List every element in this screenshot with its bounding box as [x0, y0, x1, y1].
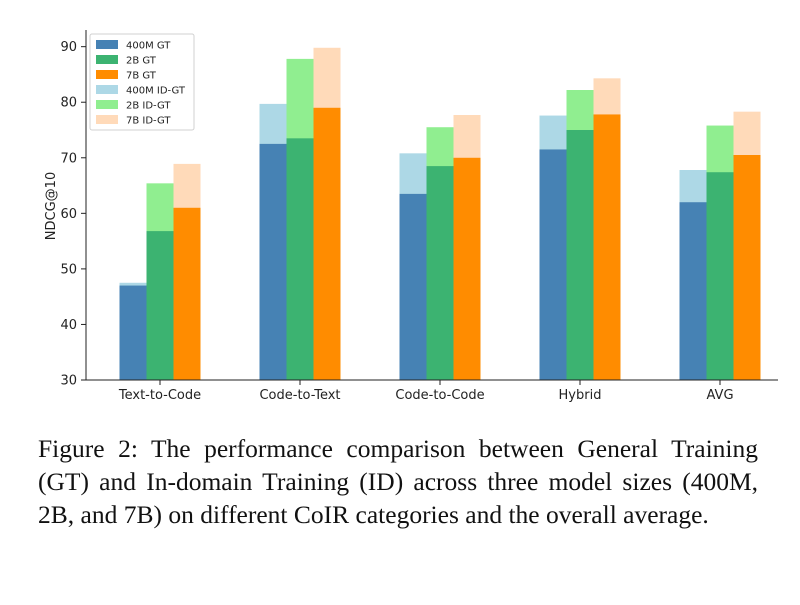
- bar-2b-gt-text-to-code: [146, 231, 174, 380]
- legend-swatch: [96, 70, 118, 79]
- x-tick-label: AVG: [706, 388, 733, 403]
- y-tick-label: 70: [60, 151, 77, 166]
- figure-caption: Figure 2: The performance comparison bet…: [38, 434, 758, 529]
- bar-2b-gt-code-to-text: [286, 138, 314, 380]
- bar-2b-gt-hybrid: [566, 130, 594, 380]
- bar-2b-gt-avg: [706, 172, 734, 380]
- x-tick-label: Text-to-Code: [118, 388, 201, 403]
- x-tick-label: Hybrid: [559, 388, 602, 403]
- bar-7b-gt-code-to-text: [313, 107, 341, 381]
- y-tick-label: 60: [60, 207, 77, 222]
- y-tick-label: 30: [60, 374, 77, 389]
- bar-7b-gt-avg: [733, 155, 761, 380]
- y-tick-label: 40: [60, 318, 77, 333]
- bars-layer: [119, 47, 761, 381]
- bar-chart: 30 40 50 60 70 80 90 Text-to-Code Code-to-Text C…: [44, 30, 778, 403]
- bar-7b-gt-text-to-code: [173, 207, 201, 380]
- y-ticks: 30 40 50 60 70 80 90: [60, 40, 86, 389]
- y-tick-label: 90: [60, 40, 77, 55]
- y-tick-label: 80: [60, 96, 77, 111]
- legend-label: 400M ID-GT: [126, 86, 186, 97]
- legend-swatch: [96, 55, 118, 64]
- y-tick-label: 50: [60, 262, 77, 277]
- legend-label: 7B GT: [126, 71, 157, 82]
- legend-label: 2B ID-GT: [126, 101, 171, 112]
- legend-swatch: [96, 115, 118, 124]
- bar-400m-gt-avg: [679, 202, 707, 380]
- legend-swatch: [96, 40, 118, 49]
- y-axis-title: NDCG@10: [44, 172, 59, 240]
- x-tick-label: Code-to-Text: [259, 388, 340, 403]
- bar-7b-gt-hybrid: [593, 114, 621, 380]
- axes-layer: [85, 30, 778, 381]
- x-tick-label: Code-to-Code: [395, 388, 484, 403]
- legend-swatch: [96, 100, 118, 109]
- legend-label: 400M GT: [126, 41, 171, 52]
- legend-swatch: [96, 85, 118, 94]
- legend-label: 2B GT: [126, 56, 157, 67]
- legend-label: 7B ID-GT: [126, 116, 171, 127]
- bar-7b-gt-code-to-code: [453, 157, 481, 380]
- bar-400m-gt-text-to-code: [119, 285, 147, 380]
- bar-2b-gt-code-to-code: [426, 166, 454, 380]
- bar-400m-gt-code-to-text: [259, 143, 287, 380]
- bar-400m-gt-hybrid: [539, 149, 567, 380]
- x-ticks: Text-to-Code Code-to-Text Code-to-Code Hybr…: [118, 380, 734, 403]
- legend: 400M GT 2B GT 7B GT 400M ID-GT 2B ID-GT 7B ID…: [89, 33, 195, 131]
- bar-400m-gt-code-to-code: [399, 193, 427, 380]
